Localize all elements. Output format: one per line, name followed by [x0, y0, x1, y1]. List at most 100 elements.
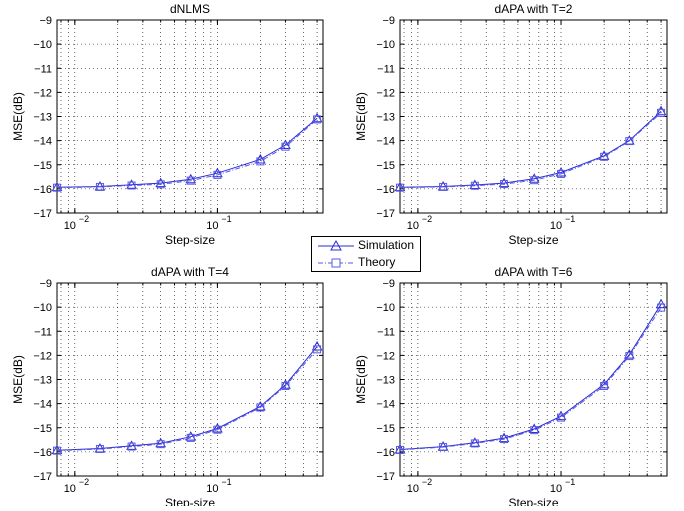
legend-label-theory: Theory	[358, 255, 396, 269]
chart-title: dAPA with T=4	[151, 265, 229, 279]
y-tick-label: −13	[376, 112, 395, 124]
data-point-theory	[213, 425, 222, 434]
data-point-simulation	[469, 437, 481, 447]
x-tick-exponent: −1	[565, 477, 575, 487]
x-tick-label: 10	[64, 483, 76, 495]
y-tick-label: −13	[33, 375, 52, 387]
y-tick-label: −9	[39, 15, 52, 27]
data-point-theory	[213, 170, 222, 179]
data-point-simulation	[623, 349, 635, 359]
y-tick-label: −10	[33, 39, 52, 51]
data-point-simulation	[126, 179, 137, 189]
data-point-simulation	[126, 440, 137, 450]
y-tick-label: −13	[376, 375, 395, 387]
x-axis-label: Step-size	[165, 496, 215, 506]
y-tick-label: −17	[33, 471, 52, 483]
y-tick-label: −11	[34, 63, 52, 75]
y-tick-label: −15	[33, 423, 52, 435]
chart-title: dAPA with T=2	[495, 2, 573, 16]
x-axis-label: Step-size	[508, 233, 558, 247]
chart-title: dNLMS	[170, 2, 210, 16]
data-point-theory	[156, 180, 165, 189]
data-point-simulation	[155, 437, 167, 448]
x-tick-label: 10	[407, 483, 419, 495]
y-axis-label: MSE(dB)	[11, 355, 25, 404]
series-line-theory	[56, 348, 318, 452]
legend-label-simulation: Simulation	[358, 238, 415, 252]
data-point-simulation	[555, 166, 567, 177]
y-tick-label: −12	[33, 350, 52, 362]
data-point-simulation	[655, 105, 667, 116]
axes-frame	[56, 19, 324, 214]
legend-swatch-simulation	[318, 239, 354, 251]
data-point-theory	[625, 352, 634, 361]
y-tick-label: −12	[376, 350, 395, 362]
data-point-theory	[470, 439, 479, 448]
axes-frame	[56, 282, 324, 477]
y-tick-label: −16	[33, 447, 52, 459]
legend: Simulation Theory	[311, 236, 421, 272]
data-point-theory	[53, 183, 61, 192]
data-point-theory	[500, 180, 509, 189]
series-line-simulation	[399, 303, 662, 450]
x-tick-exponent: −1	[221, 214, 231, 224]
data-point-simulation	[155, 177, 167, 188]
data-point-theory	[625, 137, 634, 146]
data-point-theory	[600, 152, 609, 161]
data-point-theory	[313, 345, 322, 354]
y-tick-label: −15	[33, 160, 52, 172]
y-tick-label: −15	[376, 423, 395, 435]
y-axis-label: MSE(dB)	[354, 92, 368, 141]
x-tick-exponent: −1	[565, 214, 575, 224]
data-point-theory	[256, 403, 265, 412]
y-tick-label: −17	[376, 208, 395, 220]
y-tick-label: −10	[376, 302, 395, 314]
y-tick-label: −9	[382, 278, 395, 290]
data-point-theory	[439, 443, 448, 452]
y-tick-label: −9	[382, 15, 395, 27]
data-point-simulation	[498, 177, 510, 188]
y-tick-label: −14	[33, 136, 52, 148]
y-tick-label: −11	[377, 326, 395, 338]
data-point-simulation	[254, 153, 266, 164]
y-tick-label: −11	[34, 326, 52, 338]
data-point-theory	[557, 169, 566, 178]
y-tick-label: −16	[376, 184, 395, 196]
data-point-theory	[186, 433, 195, 442]
y-axis-label: MSE(dB)	[11, 92, 25, 141]
data-point-theory	[281, 142, 290, 151]
data-point-simulation	[212, 167, 223, 178]
y-tick-label: −16	[33, 184, 52, 196]
data-point-simulation	[280, 379, 291, 389]
data-point-theory	[657, 303, 666, 312]
y-tick-label: −9	[39, 278, 52, 290]
x-axis-label: Step-size	[508, 496, 558, 506]
y-axis-label: MSE(dB)	[354, 355, 368, 404]
x-tick-label: 10	[550, 483, 562, 495]
legend-entry-theory: Theory	[312, 254, 422, 272]
chart-title: dAPA with T=6	[495, 265, 573, 279]
data-point-simulation	[280, 139, 291, 149]
y-tick-label: −11	[377, 63, 395, 75]
data-point-theory	[53, 446, 61, 455]
data-point-simulation	[185, 173, 197, 184]
data-point-theory	[127, 181, 136, 190]
data-point-theory	[439, 182, 448, 191]
legend-swatch-theory	[318, 258, 354, 268]
x-tick-exponent: −2	[422, 214, 432, 224]
data-point-theory	[530, 426, 539, 435]
data-point-simulation	[555, 410, 567, 421]
y-tick-label: −10	[33, 302, 52, 314]
data-point-theory	[156, 440, 165, 449]
axes-frame	[399, 19, 668, 214]
y-tick-label: −15	[376, 160, 395, 172]
y-tick-label: −12	[33, 87, 52, 99]
x-tick-exponent: −2	[422, 477, 432, 487]
y-tick-label: −12	[376, 87, 395, 99]
series-line-theory	[56, 119, 318, 189]
legend-entry-simulation: Simulation	[312, 237, 422, 255]
